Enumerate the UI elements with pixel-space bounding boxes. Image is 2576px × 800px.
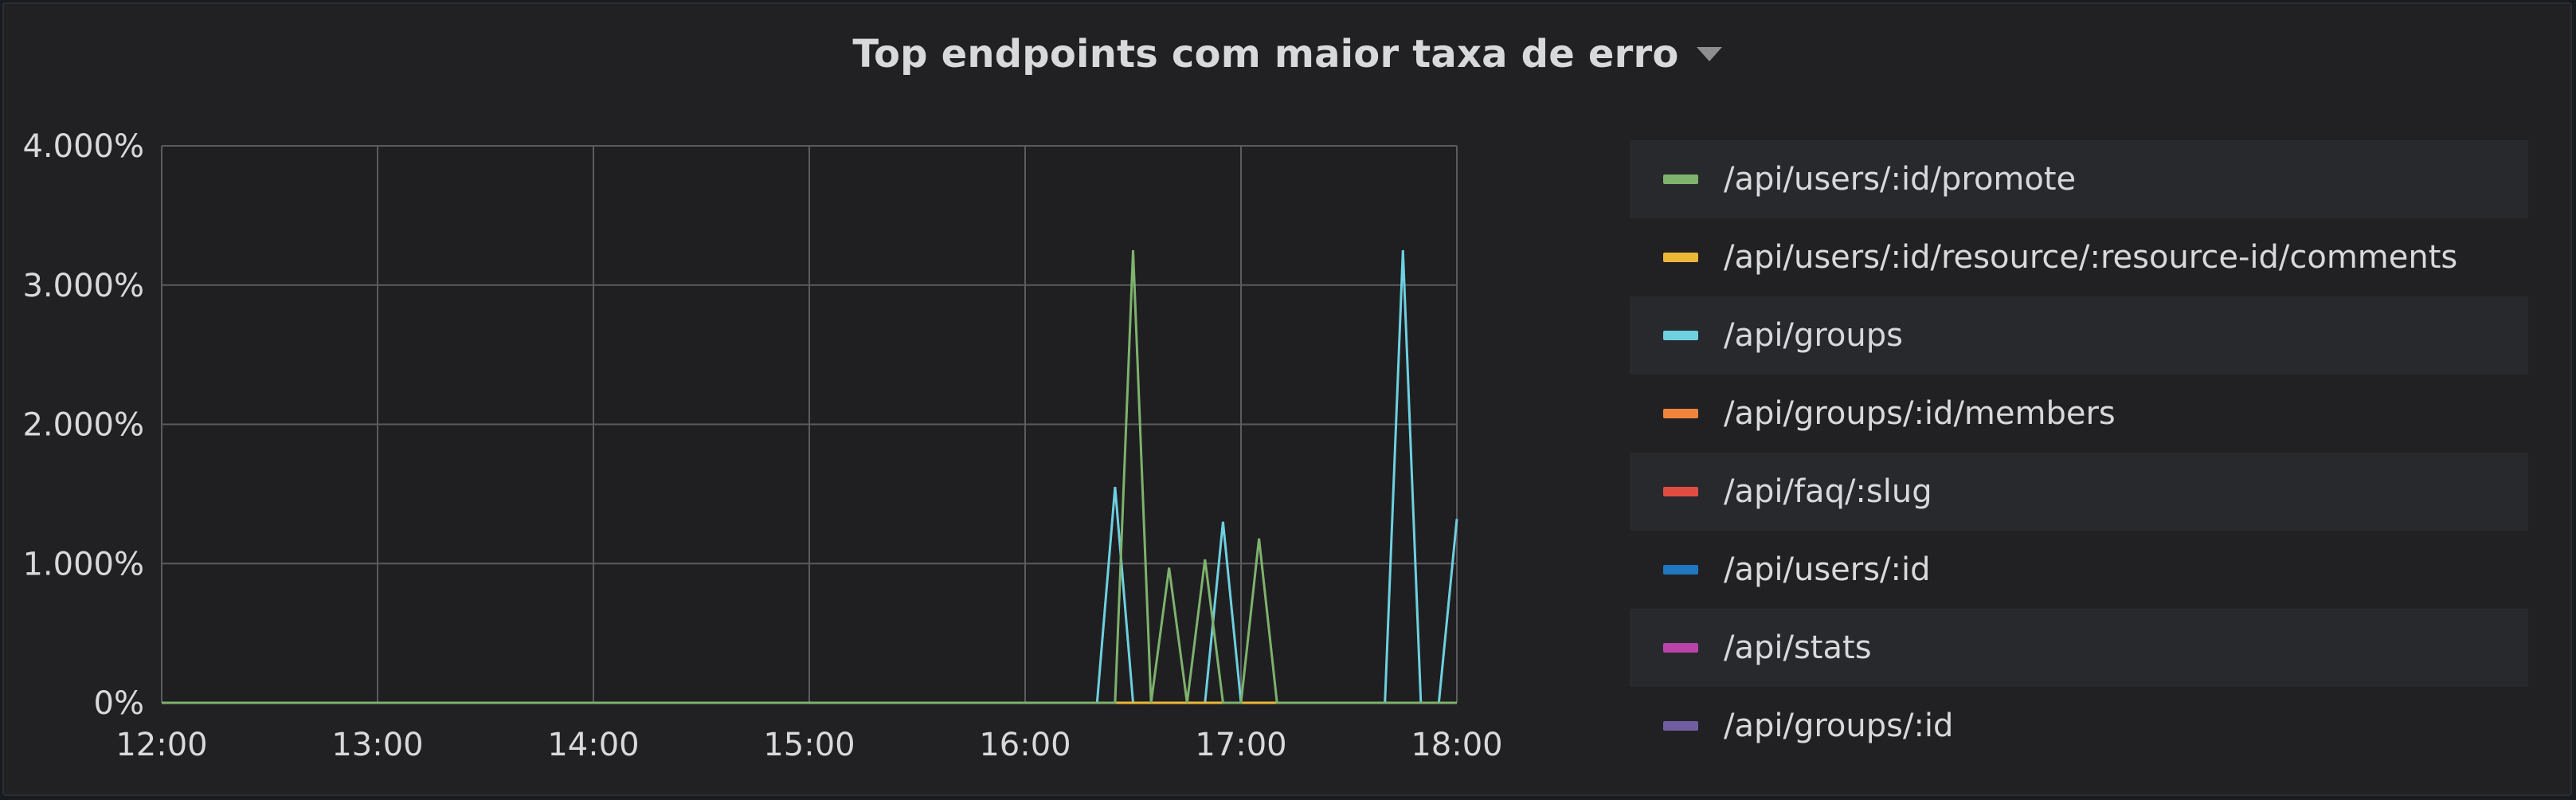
legend-label[interactable]: /api/stats bbox=[1724, 629, 1872, 666]
legend-swatch[interactable] bbox=[1663, 331, 1698, 340]
panel-header[interactable]: Top endpoints com maior taxa de erro bbox=[4, 26, 2570, 82]
y-tick-label: 3.000% bbox=[22, 268, 144, 304]
x-tick-label: 16:00 bbox=[979, 727, 1071, 763]
y-tick-label: 4.000% bbox=[22, 128, 144, 165]
legend: /api/users/:id/promote/api/users/:id/res… bbox=[1630, 140, 2528, 765]
x-tick-label: 14:00 bbox=[547, 727, 639, 763]
chevron-down-icon[interactable] bbox=[1696, 47, 1722, 61]
legend-label[interactable]: /api/groups/:id bbox=[1724, 708, 1954, 744]
legend-label[interactable]: /api/users/:id/resource/:resource-id/com… bbox=[1724, 239, 2458, 276]
series-line bbox=[162, 250, 1457, 704]
x-tick-label: 13:00 bbox=[331, 727, 423, 763]
legend-item[interactable]: /api/users/:id/promote bbox=[1630, 140, 2528, 218]
legend-swatch[interactable] bbox=[1663, 643, 1698, 653]
legend-item[interactable]: /api/groups/:id/members bbox=[1630, 375, 2528, 453]
y-tick-label: 1.000% bbox=[22, 546, 144, 582]
x-tick-label: 15:00 bbox=[763, 727, 855, 763]
x-tick-label: 17:00 bbox=[1195, 727, 1286, 763]
x-tick-label: 12:00 bbox=[115, 727, 207, 763]
legend-item[interactable]: /api/users/:id bbox=[1630, 531, 2528, 609]
legend-label[interactable]: /api/groups bbox=[1724, 317, 1903, 354]
legend-item[interactable]: /api/stats bbox=[1630, 609, 2528, 687]
legend-label[interactable]: /api/users/:id bbox=[1724, 551, 1931, 588]
legend-swatch[interactable] bbox=[1663, 721, 1698, 731]
y-tick-label: 2.000% bbox=[22, 407, 144, 444]
legend-swatch[interactable] bbox=[1663, 175, 1698, 184]
y-tick-label: 0% bbox=[94, 685, 144, 722]
legend-item[interactable]: /api/users/:id/resource/:resource-id/com… bbox=[1630, 218, 2528, 296]
legend-item[interactable]: /api/faq/:slug bbox=[1630, 453, 2528, 531]
legend-label[interactable]: /api/users/:id/promote bbox=[1724, 161, 2077, 198]
legend-item[interactable]: /api/groups/:id bbox=[1630, 687, 2528, 765]
legend-swatch[interactable] bbox=[1663, 409, 1698, 418]
legend-swatch[interactable] bbox=[1663, 565, 1698, 575]
legend-label[interactable]: /api/faq/:slug bbox=[1724, 473, 1932, 510]
legend-swatch[interactable] bbox=[1663, 253, 1698, 262]
legend-item[interactable]: /api/groups bbox=[1630, 296, 2528, 375]
x-tick-label: 18:00 bbox=[1411, 727, 1502, 763]
legend-label[interactable]: /api/groups/:id/members bbox=[1724, 395, 2116, 432]
legend-swatch[interactable] bbox=[1663, 487, 1698, 496]
panel-title[interactable]: Top endpoints com maior taxa de erro bbox=[852, 32, 1679, 76]
